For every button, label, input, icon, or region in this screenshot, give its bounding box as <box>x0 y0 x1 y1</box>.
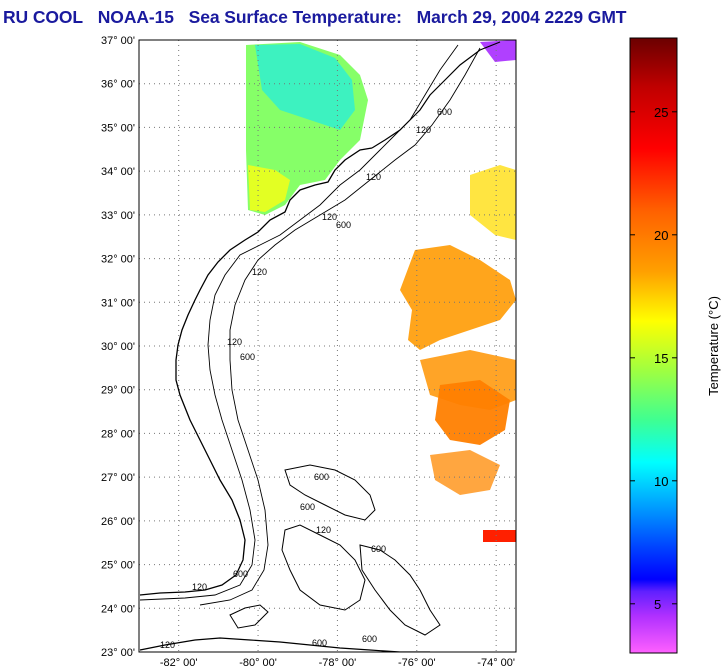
contour-120m <box>139 44 459 601</box>
lat-tick-label: 23° 00' <box>101 647 135 659</box>
lat-tick-label: 35° 00' <box>101 122 135 134</box>
sst-patch-yellow-east <box>470 165 516 240</box>
lat-tick-label: 31° 00' <box>101 297 135 309</box>
contour-label-120-f: 120 <box>316 525 331 535</box>
latitude-tick-labels: 37° 00' 36° 00' 35° 00' 34° 00' 33° 00' 32° 0… <box>101 35 135 659</box>
title-source: RU COOL <box>3 7 83 27</box>
colorbar-label: Temperature (°C) <box>706 296 721 396</box>
title-datetime: March 29, 2004 2229 GMT <box>416 7 627 27</box>
lat-tick-label: 29° 00' <box>101 385 135 397</box>
sst-patch-warm-3 <box>430 450 500 495</box>
contour-label-120-e: 120 <box>227 337 242 347</box>
sst-patch-gulfstream-1 <box>400 245 516 350</box>
title-product: Sea Surface Temperature: <box>188 7 402 27</box>
sst-patch-gulfstream-3 <box>435 380 510 445</box>
us-east-coastline-north <box>371 41 501 149</box>
contour-label-120-c: 120 <box>322 212 337 222</box>
lat-tick-label: 33° 00' <box>101 210 135 222</box>
contour-label-600-d: 600 <box>314 472 329 482</box>
contour-labels: 120 600 120 120 600 120 120 600 600 600 … <box>160 107 452 650</box>
lon-tick-label: -82° 00' <box>160 657 198 669</box>
lat-tick-label: 37° 00' <box>101 35 135 47</box>
lat-tick-label: 34° 00' <box>101 166 135 178</box>
lat-tick-label: 30° 00' <box>101 341 135 353</box>
contour-label-120-b: 120 <box>366 172 381 182</box>
lat-tick-label: 27° 00' <box>101 472 135 484</box>
florida-keys <box>229 604 269 629</box>
lat-tick-label: 25° 00' <box>101 560 135 572</box>
us-east-coastline <box>139 147 373 596</box>
contour-label-120-g: 120 <box>192 582 207 592</box>
colorbar-ticks: 25 20 15 10 5 <box>630 105 677 612</box>
title-satellite: NOAA-15 <box>97 7 174 27</box>
contour-label-600-a: 600 <box>437 107 452 117</box>
sst-patch-purple <box>480 40 516 62</box>
lon-tick-label: -78° 00' <box>319 657 357 669</box>
colorbar-tick-label: 5 <box>654 597 661 612</box>
contour-label-120-d: 120 <box>252 267 267 277</box>
cuba-coast <box>139 637 430 652</box>
bahamas-outline-1 <box>284 464 376 521</box>
contour-label-600-c: 600 <box>240 352 255 362</box>
colorbar <box>629 37 678 654</box>
sst-patch-cyan <box>255 44 355 130</box>
contour-label-120-h: 120 <box>160 640 175 650</box>
lat-lon-grid <box>139 40 516 652</box>
contour-label-600-h: 600 <box>312 638 327 648</box>
contour-600m <box>199 47 481 606</box>
contour-label-600-f: 600 <box>371 544 386 554</box>
colorbar-tick-label: 15 <box>654 351 668 366</box>
chart-title: RU COOL NOAA-15 Sea Surface Temperature:… <box>3 7 636 28</box>
lat-tick-label: 32° 00' <box>101 254 135 266</box>
map-frame <box>138 39 517 653</box>
lon-tick-label: -80° 00' <box>239 657 277 669</box>
contour-label-600-i: 600 <box>362 634 377 644</box>
bahamas-outline-3 <box>359 544 441 636</box>
contour-label-600-e: 600 <box>300 502 315 512</box>
colorbar-tick-label: 25 <box>654 105 668 120</box>
contour-label-600-g: 600 <box>233 569 248 579</box>
contour-label-120-a: 120 <box>416 125 431 135</box>
bahamas-outline-2 <box>281 524 366 611</box>
sst-patch-red <box>483 530 516 542</box>
lon-tick-label: -74° 00' <box>477 657 515 669</box>
longitude-tick-labels: -82° 00' -80° 00' -78° 00' -76° 00' -74° 00' <box>160 657 515 669</box>
coastline-layer <box>139 41 501 652</box>
colorbar-tick-label: 10 <box>654 474 668 489</box>
lon-tick-label: -76° 00' <box>398 657 436 669</box>
colorbar-tick-label: 20 <box>654 228 668 243</box>
lat-tick-label: 26° 00' <box>101 516 135 528</box>
contour-label-600-b: 600 <box>336 220 351 230</box>
lat-tick-label: 24° 00' <box>101 603 135 615</box>
lat-tick-label: 36° 00' <box>101 79 135 91</box>
lat-tick-label: 28° 00' <box>101 428 135 440</box>
